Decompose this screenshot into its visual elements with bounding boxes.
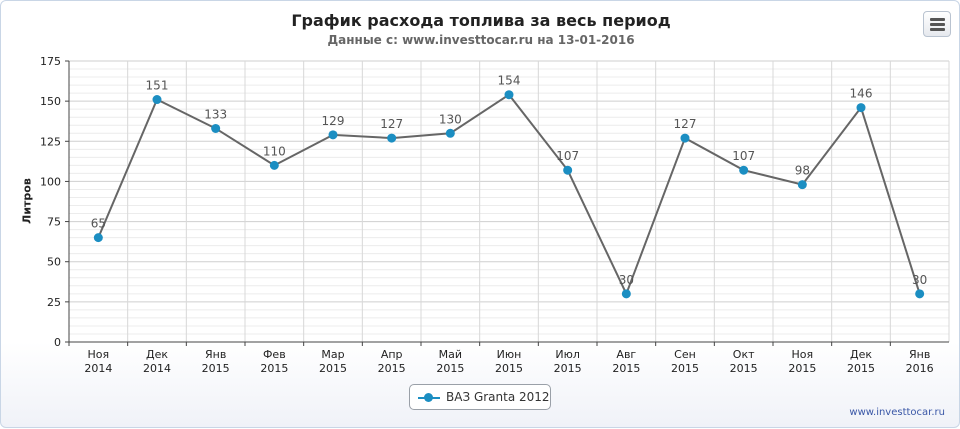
x-tick-label-month: Фев [263,348,286,361]
y-tick-label: 125 [40,135,61,148]
x-tick-label-year: 2015 [671,362,699,375]
data-label: 146 [850,87,873,101]
x-tick-label-month: Дек [850,348,872,361]
x-tick-label-year: 2015 [554,362,582,375]
x-tick-label-month: Апр [381,348,403,361]
x-tick-label-year: 2015 [730,362,758,375]
legend-marker-symbol [424,393,433,402]
x-tick-label-year: 2015 [436,362,464,375]
data-point-marker [504,90,514,100]
hamburger-menu-icon[interactable] [923,11,951,37]
x-tick-label-year: 2015 [495,362,523,375]
y-tick-label: 0 [54,336,61,349]
x-tick-label-year: 2014 [143,362,171,375]
data-label: 65 [91,217,106,231]
y-tick-label: 150 [40,95,61,108]
x-tick-label-month: Май [439,348,462,361]
x-tick-label-year: 2014 [84,362,112,375]
data-label: 110 [263,144,286,158]
x-tick-label-year: 2015 [260,362,288,375]
y-tick-label: 100 [40,175,61,188]
series-line [97,93,921,297]
data-label: 107 [732,149,755,163]
data-label: 30 [619,273,634,287]
x-tick-label-month: Июл [555,348,580,361]
data-point-marker [739,165,749,175]
x-tick-label-month: Окт [733,348,755,361]
x-tick-label-month: Ноя [88,348,110,361]
data-point-marker [680,133,690,143]
chart-subtitle: Данные с: www.investtocar.ru на 13-01-20… [327,33,635,47]
data-point-marker [621,289,631,299]
data-label: 151 [146,79,169,93]
data-point-marker [328,130,338,140]
data-point-marker [563,165,573,175]
data-point-marker [797,180,807,190]
x-tick-label-year: 2015 [378,362,406,375]
x-tick-label-month: Янв [205,348,226,361]
data-point-marker [269,160,279,170]
y-tick-label: 175 [40,55,61,68]
data-label: 127 [674,117,697,131]
data-label: 98 [795,164,810,178]
data-point-marker [387,133,397,143]
y-tick-label: 75 [47,216,61,229]
data-point-marker [93,233,103,243]
x-tick-label-year: 2015 [847,362,875,375]
data-label: 107 [556,149,579,163]
y-tick-label: 50 [47,256,61,269]
chart-title: График расхода топлива за весь период [291,11,671,30]
x-tick-label-month: Дек [146,348,168,361]
data-point-marker [152,95,162,105]
data-label: 127 [380,117,403,131]
data-point-marker [445,128,455,138]
data-label: 154 [498,74,521,88]
x-tick-label-month: Сен [674,348,696,361]
x-tick-label-month: Ноя [792,348,814,361]
x-tick-label-year: 2016 [906,362,934,375]
legend-item-series[interactable]: ВАЗ Granta 2012 [409,384,551,410]
data-label: 30 [912,273,927,287]
credit-link[interactable]: www.investtocar.ru [849,407,945,418]
x-tick-label-year: 2015 [202,362,230,375]
x-tick-label-year: 2015 [319,362,347,375]
x-tick-label-month: Мар [321,348,344,361]
data-label: 130 [439,112,462,126]
data-point-marker [211,123,221,133]
x-tick-label-year: 2015 [612,362,640,375]
data-label: 129 [322,114,345,128]
x-tick-label-month: Авг [616,348,636,361]
data-point-marker [915,289,925,299]
data-point-marker [856,103,866,113]
y-tick-label: 25 [47,296,61,309]
x-tick-label-year: 2015 [788,362,816,375]
legend-label: ВАЗ Granta 2012 [446,390,550,404]
x-tick-label-month: Июн [497,348,522,361]
data-label: 133 [204,107,227,121]
x-tick-label-month: Янв [909,348,930,361]
